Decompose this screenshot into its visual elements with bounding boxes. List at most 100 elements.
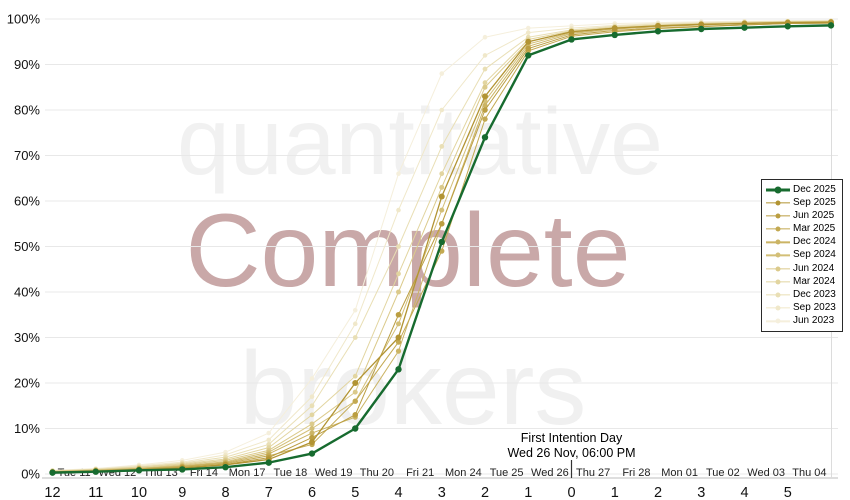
legend-entry-dec-2025[interactable]: Dec 2025 — [766, 183, 839, 196]
data-point — [482, 93, 488, 100]
data-point — [438, 238, 445, 246]
data-point — [568, 36, 575, 43]
data-point — [49, 469, 56, 476]
watermark-brokers: brokers — [240, 331, 587, 447]
watermark-quantitative: quantitative — [177, 89, 663, 195]
legend-line-sample — [766, 225, 790, 234]
legend-entry-jun-2024[interactable]: Jun 2024 — [766, 262, 839, 275]
x-axis-count-label: 8 — [221, 485, 229, 500]
x-axis-count-label: 11 — [88, 485, 103, 500]
x-axis-count-label: 3 — [697, 485, 705, 500]
legend-entry-sep-2024[interactable]: Sep 2024 — [766, 249, 839, 262]
data-point — [352, 412, 359, 418]
legend-entry-dec-2024[interactable]: Dec 2024 — [766, 236, 839, 249]
x-axis-count-label: 12 — [44, 485, 60, 500]
data-point — [395, 311, 402, 318]
data-point — [482, 34, 488, 40]
data-point — [309, 430, 315, 436]
x-axis-count-label: 6 — [308, 485, 316, 500]
legend-entry-sep-2025[interactable]: Sep 2025 — [766, 196, 839, 209]
data-point — [654, 28, 662, 35]
data-point — [438, 193, 445, 200]
legend-entry-mar-2025[interactable]: Mar 2025 — [766, 223, 839, 236]
x-axis-day-label: Mon 17 — [229, 467, 266, 479]
data-point — [784, 23, 791, 30]
data-point — [396, 207, 401, 213]
data-point — [482, 66, 488, 72]
data-point — [179, 466, 186, 473]
data-point — [482, 107, 488, 113]
data-point — [439, 207, 445, 213]
data-point — [568, 28, 575, 35]
legend-entry-dec-2023[interactable]: Dec 2023 — [766, 289, 839, 302]
x-axis-day-label: Tue 18 — [273, 467, 307, 479]
data-point — [352, 389, 358, 395]
data-point — [396, 244, 401, 249]
x-axis-count-label: 1 — [524, 485, 532, 500]
y-axis-label: 70% — [14, 148, 40, 163]
x-axis-count-label: 0 — [567, 485, 575, 500]
data-point — [395, 348, 402, 354]
data-point — [135, 467, 143, 474]
data-point — [439, 144, 445, 149]
legend-label: Mar 2024 — [793, 275, 836, 287]
x-axis-count-label: 2 — [481, 485, 489, 500]
data-point — [395, 339, 402, 345]
data-point — [309, 403, 315, 409]
x-axis-count-label: 2 — [654, 485, 662, 500]
x-axis-count-label: 5 — [351, 485, 359, 500]
data-point — [396, 289, 401, 295]
y-axis-label: 0% — [21, 467, 40, 482]
data-point — [309, 426, 315, 431]
data-point — [525, 38, 532, 45]
data-point — [698, 21, 705, 28]
x-axis-day-label: Mon 01 — [661, 467, 698, 479]
data-point — [481, 134, 489, 141]
legend-label: Dec 2025 — [793, 183, 836, 195]
annotation-title: First Intention Day — [521, 431, 623, 445]
chart-legend: Dec 2025 Sep 2025 Jun 2025 Mar 2025 Dec 2024… — [761, 179, 843, 332]
data-point — [827, 22, 835, 29]
y-axis-label: 100% — [7, 12, 41, 27]
data-point — [525, 52, 532, 59]
x-axis-count-label: 1 — [611, 485, 619, 500]
data-point — [352, 380, 359, 386]
x-axis-count-label: 10 — [131, 485, 147, 500]
y-axis-label: 90% — [14, 57, 40, 72]
legend-label: Jun 2024 — [793, 262, 835, 274]
data-point — [266, 430, 272, 436]
data-point — [525, 25, 531, 31]
data-point — [309, 394, 315, 399]
legend-entry-mar-2024[interactable]: Mar 2024 — [766, 275, 839, 288]
data-point — [352, 307, 358, 313]
legend-line-sample — [766, 198, 790, 207]
data-point — [439, 171, 445, 177]
y-axis-label: 10% — [14, 421, 40, 436]
data-point — [265, 459, 272, 466]
legend-label: Jun 2023 — [793, 315, 835, 327]
legend-entry-sep-2023[interactable]: Sep 2023 — [766, 302, 839, 315]
data-point — [352, 373, 358, 379]
data-point — [438, 220, 445, 227]
x-axis-day-label: Mon 24 — [445, 467, 482, 479]
annotation-subtitle: Wed 26 Nov, 06:00 PM — [507, 446, 635, 460]
data-point — [309, 412, 315, 418]
legend-entry-jun-2025[interactable]: Jun 2025 — [766, 209, 839, 222]
legend-line-sample — [766, 317, 790, 326]
legend-line-sample — [766, 291, 790, 300]
data-point — [439, 184, 445, 190]
legend-line-sample — [766, 211, 790, 220]
x-axis-day-label: Wed 26 — [531, 467, 569, 479]
legend-label: Mar 2025 — [793, 223, 836, 235]
y-axis-label: 80% — [14, 103, 40, 118]
legend-line-sample — [766, 251, 790, 260]
data-point — [396, 321, 401, 327]
x-axis-count-label: 9 — [178, 485, 186, 500]
data-point — [396, 271, 401, 277]
data-point — [352, 398, 358, 404]
x-axis-day-label: Wed 03 — [747, 467, 785, 479]
legend-entry-jun-2023[interactable]: Jun 2023 — [766, 315, 839, 328]
data-point — [309, 439, 315, 446]
